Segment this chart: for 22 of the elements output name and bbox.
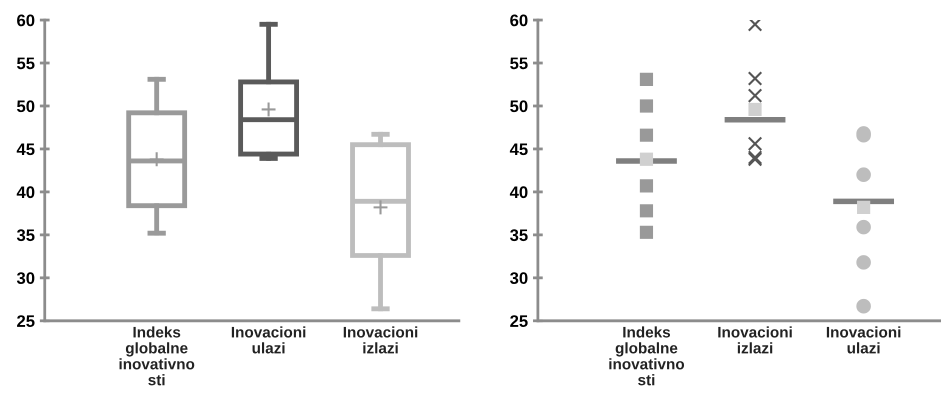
y-tick-label: 45 [510, 144, 528, 156]
y-tick-label: 25 [17, 315, 35, 328]
x-tick-label: Inovacioni izlazi [344, 326, 418, 354]
y-tick-label: 40 [510, 186, 528, 198]
y-tick-label: 40 [16, 186, 34, 198]
x-tick-label: Indeks globalne inovativno sti [120, 326, 194, 386]
y-tick-label: 45 [16, 144, 35, 156]
y-tick-label: 30 [510, 272, 528, 284]
x-tick-label: Inovacioni izlazi [718, 326, 792, 354]
y-tick-label: 30 [16, 272, 34, 284]
y-tick-label: 25 [510, 315, 528, 328]
y-tick-label: 55 [17, 58, 35, 70]
y-tick-label: 50 [17, 100, 34, 112]
y-tick-label: 50 [510, 100, 528, 112]
x-tick-label: Inovacioni ulazi [232, 326, 306, 354]
x-tick-label: Indeks globalne inovativno sti [609, 326, 684, 386]
y-tick-label: 35 [16, 229, 35, 242]
y-tick-label: 35 [510, 229, 528, 242]
y-tick-label: 60 [17, 14, 34, 26]
y-tick-label: 60 [510, 14, 528, 26]
y-tick-label: 55 [510, 58, 528, 70]
x-tick-label: Inovacioni ulazi [826, 326, 900, 354]
